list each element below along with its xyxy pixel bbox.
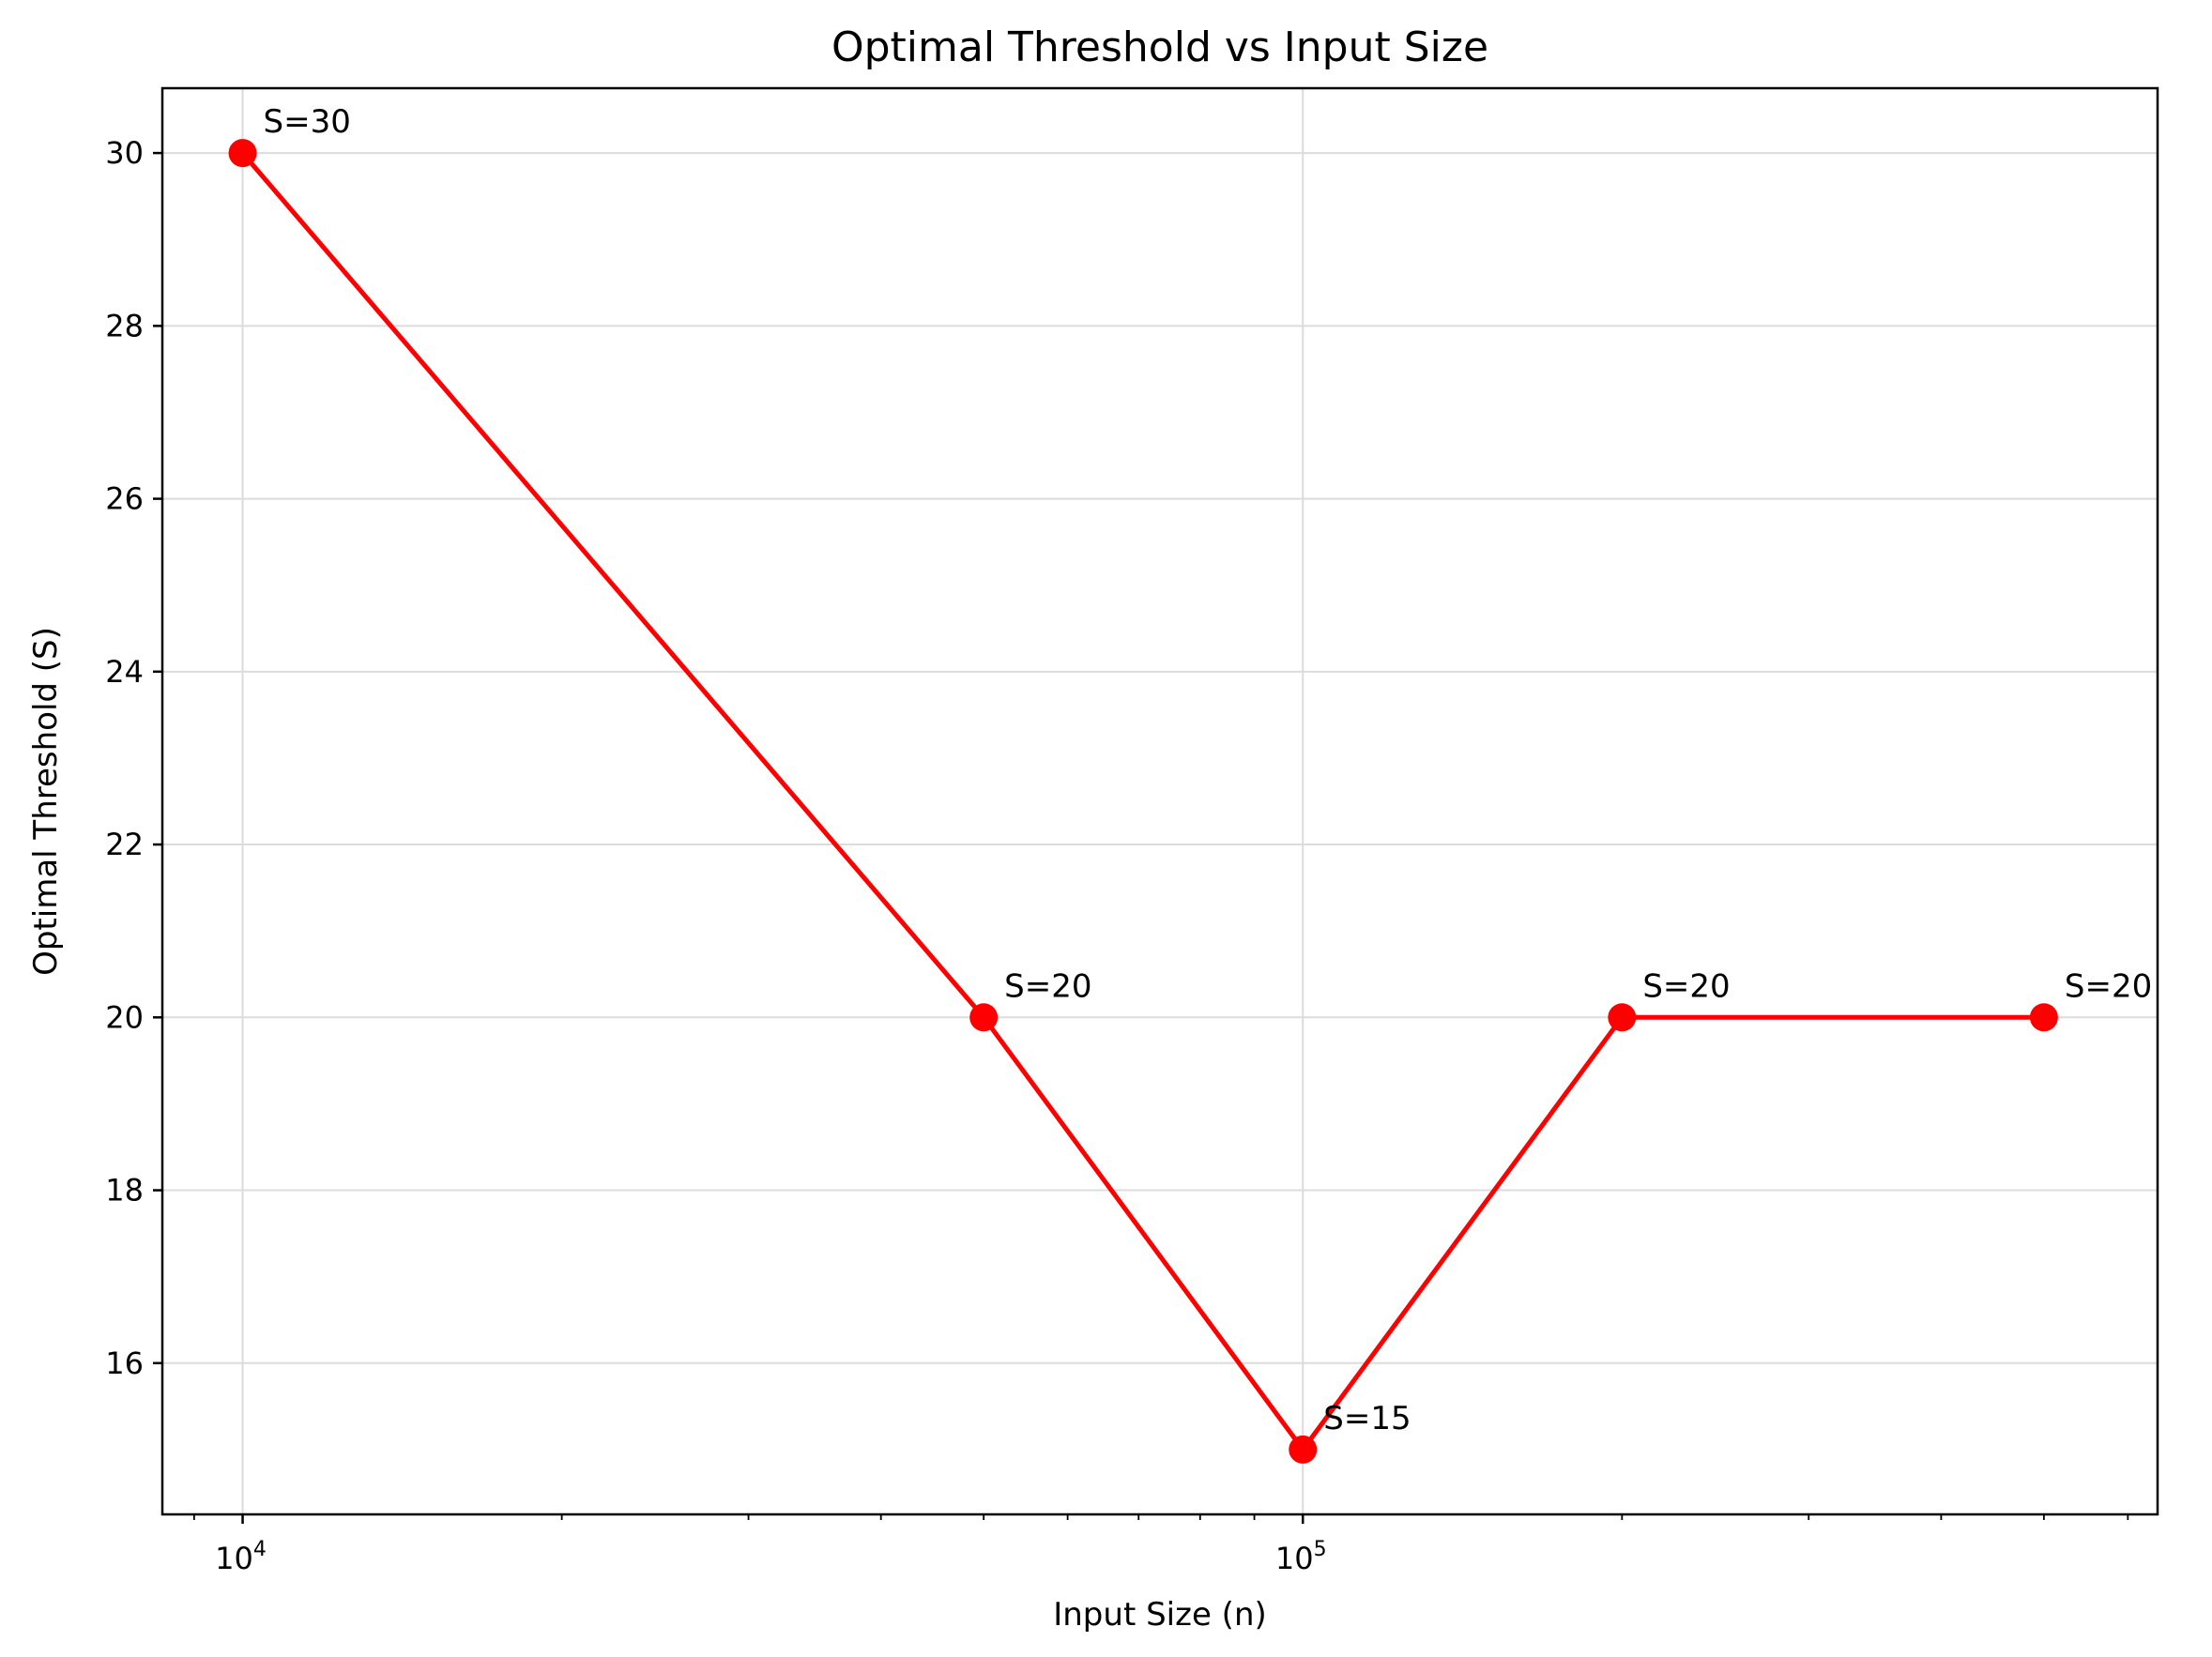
x-axis-label: Input Size (n) bbox=[1053, 1596, 1267, 1634]
point-label: S=20 bbox=[2065, 967, 2152, 1005]
grid-lines bbox=[162, 88, 2158, 1514]
data-point bbox=[1608, 1003, 1637, 1032]
y-axis-label: Optimal Threshold (S) bbox=[27, 627, 65, 976]
chart-title: Optimal Threshold vs Input Size bbox=[831, 23, 1488, 71]
plot-frame bbox=[160, 86, 2159, 1516]
data-point bbox=[228, 139, 257, 168]
data-point bbox=[1289, 1435, 1318, 1464]
y-tick-label: 18 bbox=[105, 1173, 144, 1209]
data-series bbox=[228, 139, 2058, 1464]
y-tick-label: 20 bbox=[105, 999, 144, 1035]
point-label: S=15 bbox=[1323, 1400, 1411, 1437]
y-tick-label: 24 bbox=[105, 654, 144, 690]
point-label: S=20 bbox=[1004, 967, 1091, 1005]
axis-ticks: 16 18 20 22 24 26 28 30 104 105 bbox=[105, 135, 2129, 1576]
y-tick-label: 22 bbox=[105, 827, 144, 862]
y-tick-label: 26 bbox=[105, 481, 144, 517]
point-labels: S=30 S=20 S=15 S=20 S=20 bbox=[264, 103, 2153, 1437]
point-label: S=30 bbox=[264, 103, 351, 141]
data-point bbox=[969, 1003, 999, 1032]
x-tick-label: 105 bbox=[1275, 1538, 1327, 1576]
y-tick-label: 16 bbox=[105, 1345, 144, 1381]
point-label: S=20 bbox=[1642, 967, 1730, 1005]
y-tick-label: 28 bbox=[105, 308, 144, 343]
y-tick-label: 30 bbox=[105, 135, 144, 171]
x-tick-label: 104 bbox=[215, 1538, 267, 1576]
data-point bbox=[2029, 1003, 2058, 1032]
